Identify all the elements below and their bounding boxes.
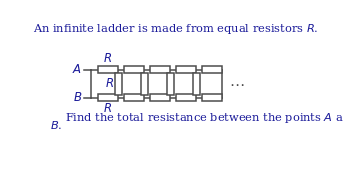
Bar xyxy=(167,73,174,95)
Text: $B$.: $B$. xyxy=(50,119,62,131)
Bar xyxy=(193,73,200,95)
Text: $A$: $A$ xyxy=(72,63,82,76)
Bar xyxy=(124,66,144,73)
Text: $\cdots$: $\cdots$ xyxy=(228,77,244,91)
Bar xyxy=(176,94,196,101)
Bar xyxy=(150,94,170,101)
Bar xyxy=(202,94,222,101)
Text: $R$: $R$ xyxy=(103,52,112,65)
Text: $R$: $R$ xyxy=(103,102,112,115)
Text: $B$: $B$ xyxy=(73,91,82,104)
Bar xyxy=(141,73,148,95)
Bar xyxy=(98,66,118,73)
Bar xyxy=(150,66,170,73)
Bar xyxy=(98,94,118,101)
Bar xyxy=(202,66,222,73)
Bar xyxy=(176,66,196,73)
Bar xyxy=(124,94,144,101)
Text: Find the total resistance between the points $A$ and: Find the total resistance between the po… xyxy=(65,111,343,125)
Text: $R$: $R$ xyxy=(105,77,114,90)
Bar xyxy=(115,73,121,95)
Text: An infinite ladder is made from equal resistors $R$.: An infinite ladder is made from equal re… xyxy=(33,22,318,36)
